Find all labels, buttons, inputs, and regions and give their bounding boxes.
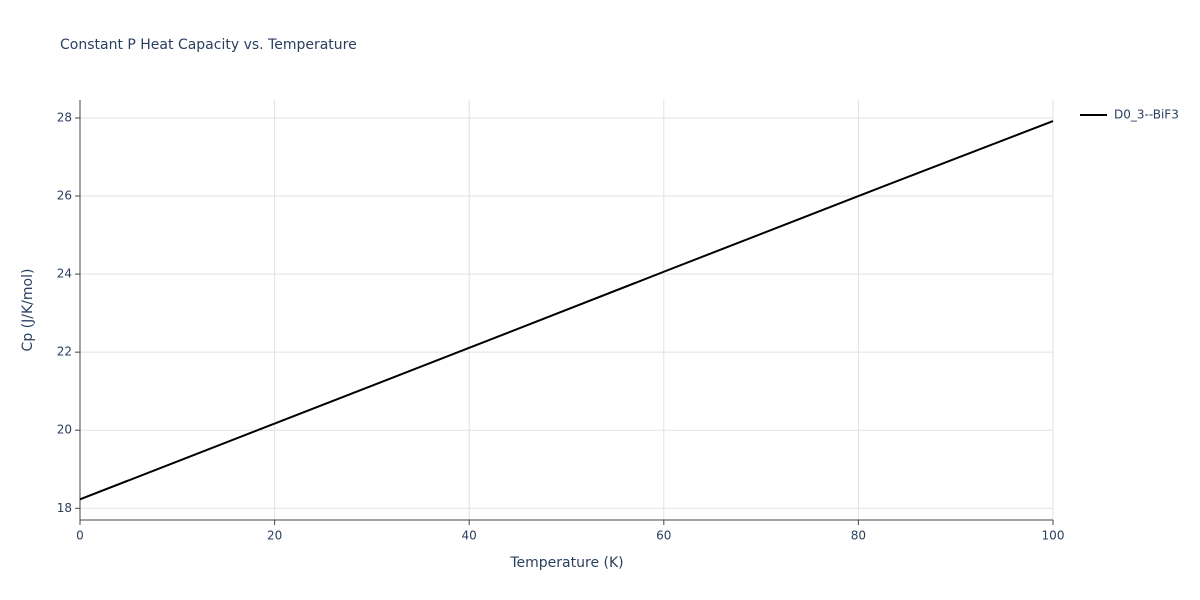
y-tick-label: 22 — [57, 345, 72, 359]
x-tick-label: 60 — [656, 529, 671, 543]
y-axis-title: Cp (J/K/mol) — [20, 269, 36, 352]
x-axis-title: Temperature (K) — [509, 555, 623, 571]
legend-label: D0_3--BiF3 — [1114, 108, 1179, 122]
y-tick-label: 24 — [57, 267, 72, 281]
y-tick-label: 20 — [57, 423, 72, 437]
data-line — [79, 120, 1054, 501]
x-tick-label: 80 — [851, 529, 866, 543]
x-tick-label: 20 — [267, 529, 282, 543]
y-tick-label: 18 — [57, 501, 72, 515]
x-tick-label: 100 — [1042, 529, 1065, 543]
chart-title: Constant P Heat Capacity vs. Temperature — [60, 37, 357, 53]
x-tick-label: 0 — [76, 529, 84, 543]
y-tick-label: 28 — [57, 110, 72, 124]
x-tick-label: 40 — [462, 529, 477, 543]
y-tick-label: 26 — [57, 189, 72, 203]
